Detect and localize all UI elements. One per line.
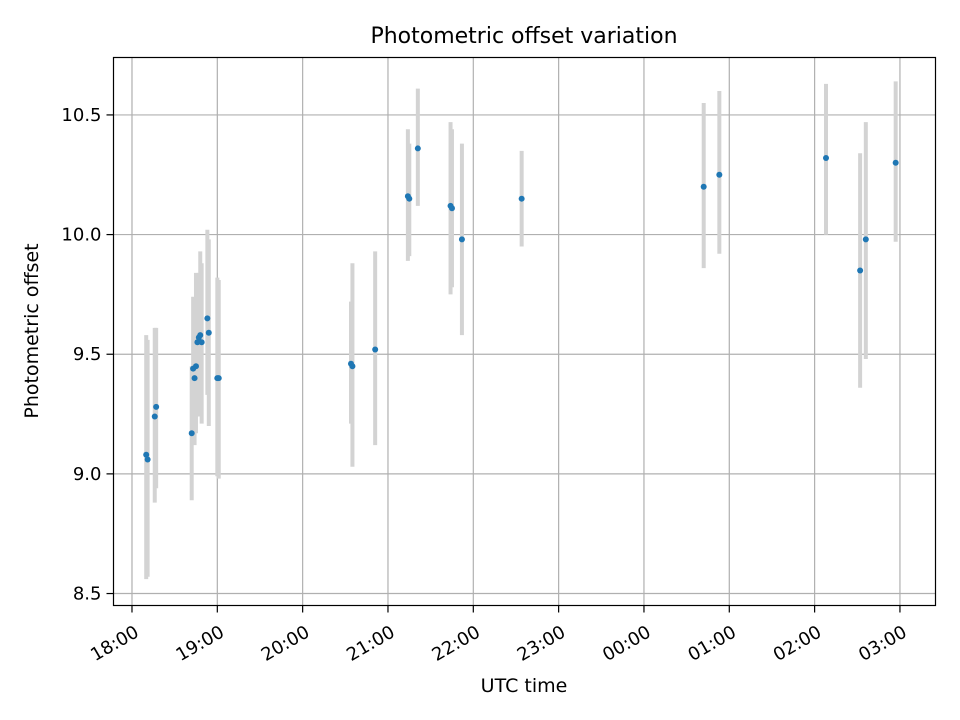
x-axis-ticks: 18:00 19:00 20:00 21:00 22:00 23:00 00:00 01:00… bbox=[87, 605, 911, 666]
x-tick-label: 01:00 bbox=[684, 622, 739, 666]
data-point bbox=[862, 236, 869, 243]
data-point bbox=[194, 339, 201, 346]
data-point bbox=[204, 315, 211, 322]
data-point bbox=[406, 195, 413, 202]
y-tick-label: 10.5 bbox=[61, 105, 101, 126]
data-point bbox=[458, 236, 465, 243]
data-point bbox=[192, 363, 199, 370]
y-tick-label: 10.0 bbox=[61, 225, 101, 246]
x-tick-label: 19:00 bbox=[172, 622, 227, 666]
plot-frame bbox=[112, 56, 937, 607]
data-point bbox=[414, 145, 421, 152]
error-bars bbox=[144, 81, 898, 580]
data-point bbox=[144, 456, 151, 463]
data-point bbox=[198, 339, 205, 346]
x-tick-label: 02:00 bbox=[770, 622, 825, 666]
data-point bbox=[518, 195, 525, 202]
data-point bbox=[857, 267, 864, 274]
y-axis-ticks: 8.5 9.0 9.5 10.0 10.5 bbox=[61, 105, 114, 605]
data-point bbox=[448, 205, 455, 212]
x-axis-label: UTC time bbox=[481, 675, 568, 697]
x-tick-label: 22:00 bbox=[428, 622, 483, 666]
x-tick-label: 20:00 bbox=[258, 622, 313, 666]
data-point bbox=[215, 375, 222, 382]
data-point bbox=[822, 155, 829, 162]
data-point bbox=[205, 329, 212, 336]
data-point bbox=[153, 403, 160, 410]
y-tick-label: 9.5 bbox=[73, 344, 102, 365]
x-tick-label: 03:00 bbox=[855, 622, 910, 666]
data-point bbox=[372, 346, 379, 353]
x-tick-label: 21:00 bbox=[343, 622, 398, 666]
data-point bbox=[700, 183, 707, 190]
y-tick-label: 9.0 bbox=[73, 464, 102, 485]
data-point bbox=[151, 413, 158, 420]
y-tick-label: 8.5 bbox=[73, 584, 102, 605]
grid-lines bbox=[113, 57, 936, 606]
data-point bbox=[349, 363, 356, 370]
x-tick-label: 18:00 bbox=[87, 622, 142, 666]
x-tick-label: 00:00 bbox=[599, 622, 654, 666]
data-point bbox=[188, 430, 195, 437]
data-points bbox=[143, 145, 899, 463]
data-point bbox=[197, 332, 204, 339]
y-axis-label: Photometric offset bbox=[21, 243, 43, 418]
data-point bbox=[143, 451, 150, 458]
data-point bbox=[191, 375, 198, 382]
data-point bbox=[892, 159, 899, 166]
x-tick-label: 23:00 bbox=[514, 622, 569, 666]
chart-title: Photometric offset variation bbox=[370, 24, 677, 49]
data-point bbox=[716, 171, 723, 178]
